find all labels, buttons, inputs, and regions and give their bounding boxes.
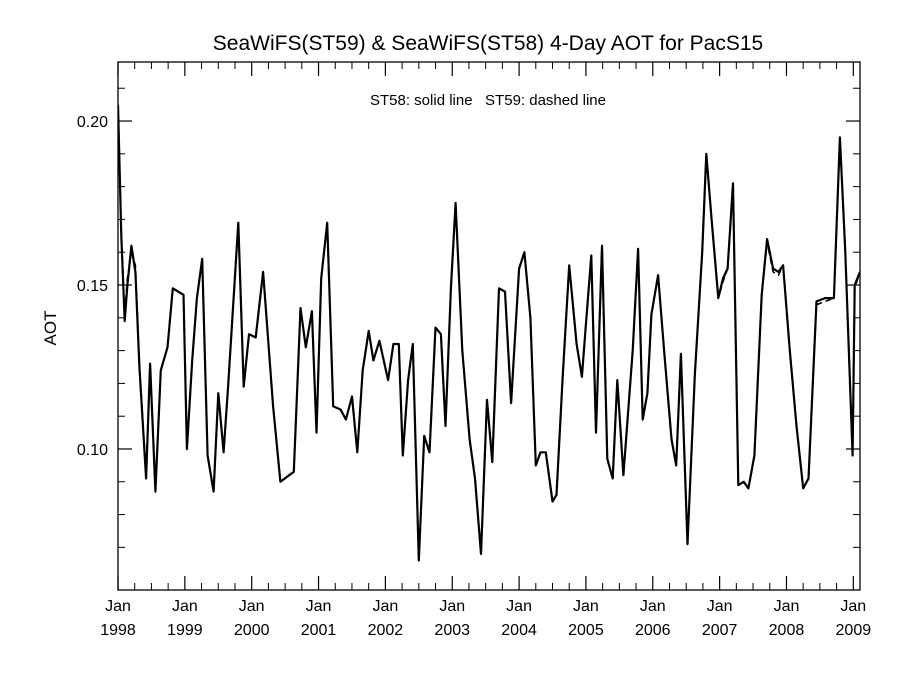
x-tick-label-month: Jan xyxy=(840,598,866,615)
x-tick-label-year: 2006 xyxy=(635,622,671,639)
x-tick-label-month: Jan xyxy=(239,598,265,615)
x-tick-label-year: 2003 xyxy=(434,622,470,639)
y-axis-label: AOT xyxy=(41,311,60,346)
y-tick-label: 0.10 xyxy=(77,442,108,459)
series-legend-note: ST58: solid line ST59: dashed line xyxy=(370,92,606,109)
x-tick-label-year: 2008 xyxy=(769,622,805,639)
x-tick-label-year: 2001 xyxy=(301,622,337,639)
y-tick-label: 0.20 xyxy=(77,114,108,131)
x-tick-label-year: 2002 xyxy=(368,622,404,639)
x-tick-label-year: 2004 xyxy=(501,622,537,639)
series-line-st58 xyxy=(118,104,860,562)
x-tick-label-month: Jan xyxy=(573,598,599,615)
x-tick-label-month: Jan xyxy=(372,598,398,615)
x-tick-label-month: Jan xyxy=(774,598,800,615)
series-line-st59 xyxy=(118,107,860,562)
x-tick-label-year: 2005 xyxy=(568,622,604,639)
x-tick-label-month: Jan xyxy=(506,598,532,615)
x-tick-label-year: 2007 xyxy=(702,622,738,639)
x-tick-label-year: 1999 xyxy=(167,622,203,639)
y-tick-label: 0.15 xyxy=(77,278,108,295)
x-tick-label-month: Jan xyxy=(306,598,332,615)
x-tick-label-year: 1998 xyxy=(100,622,136,639)
plot-frame xyxy=(117,61,861,591)
x-tick-label-month: Jan xyxy=(439,598,465,615)
x-tick-label-month: Jan xyxy=(640,598,666,615)
chart-title: SeaWiFS(ST59) & SeaWiFS(ST58) 4-Day AOT … xyxy=(213,32,763,55)
x-tick-label-year: 2000 xyxy=(234,622,270,639)
x-tick-label-month: Jan xyxy=(105,598,131,615)
x-tick-label-year: 2009 xyxy=(836,622,872,639)
x-tick-label-month: Jan xyxy=(707,598,733,615)
x-tick-label-month: Jan xyxy=(172,598,198,615)
